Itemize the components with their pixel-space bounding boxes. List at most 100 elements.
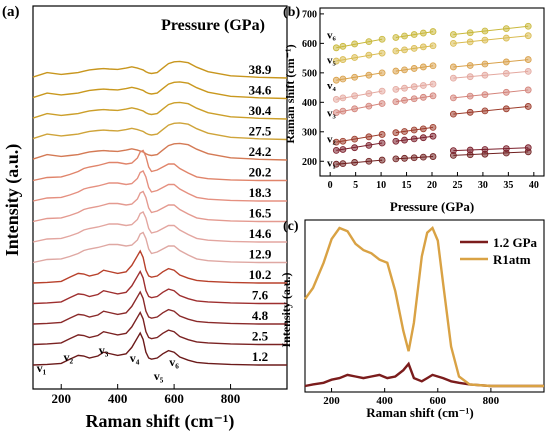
data-point [351,144,359,152]
pressure-label: 30.4 [249,103,272,118]
data-point [392,137,400,145]
spectrum-line [32,249,287,284]
panel-c-frame [304,219,545,393]
data-point [378,100,386,107]
data-point [339,107,347,115]
data-point [365,133,373,141]
data-point [378,35,386,43]
peak-label: v₄ [130,351,140,365]
fit-line [453,89,529,99]
mode-label: v₃ [327,108,337,120]
data-point [429,28,437,35]
peak-label: v₂ [63,350,73,364]
data-point [339,42,347,50]
panel-a: (a) Pressure (GPa) 38.9 34.6 30.4 27.5 24.2 2… [2,4,288,432]
data-point [392,47,400,55]
panel-b: (b) 0 5 10 15 20 25 30 35 40 200 300 400 500 600 700 v… [283,5,545,214]
data-point [419,153,427,161]
data-point [392,98,400,106]
data-point [449,74,457,82]
data-point [410,135,418,143]
data-point [378,69,386,77]
data-point [419,82,427,89]
data-point [365,51,373,59]
data-point [524,67,532,75]
data-point [449,110,457,118]
y-tick-label: 300 [302,127,317,138]
data-point [481,91,489,99]
pressure-label: 27.5 [249,124,272,139]
panel-a-frame [32,5,288,390]
data-point [332,57,340,65]
data-point [351,54,359,61]
data-point [419,43,427,51]
peak-label: v₆ [169,355,179,369]
mode-label: v₅ [327,55,337,67]
data-point [429,123,437,131]
panel-c-legend: 1.2 GPa R1atm [460,235,538,267]
pressure-label: 34.6 [249,83,272,98]
spectrum-line [32,331,287,366]
panel-a-label: (a) [2,4,20,20]
pressure-label: 20.2 [249,165,272,180]
x-tick-label: 0 [328,180,333,191]
data-point [332,138,340,146]
data-point [365,90,373,97]
data-point [502,70,510,77]
data-point [419,93,427,101]
x-tick-label: 5 [353,180,358,191]
fit-line [453,147,529,152]
data-point [401,66,408,74]
data-point [401,32,408,40]
legend-label: 1.2 GPa [493,235,538,250]
data-point [419,134,427,142]
data-point [410,83,418,91]
y-tick-label: 500 [302,68,317,79]
mode-label: v₆ [327,30,337,42]
peak-label: v₅ [154,369,164,383]
data-point [378,49,386,57]
y-tick-label: 700 [302,9,317,20]
fit-line [453,35,529,44]
data-point [481,71,489,79]
data-point [429,153,437,160]
data-point [351,135,359,143]
data-point [392,67,400,75]
data-point [339,75,347,83]
mode-label: v₂ [327,133,337,145]
data-point [351,105,359,113]
x-tick-label: 600 [430,395,447,407]
y-tick-label: 600 [302,39,317,50]
pressure-label: 14.6 [249,226,272,241]
panel-a-curves [32,60,288,366]
pressure-label: 24.2 [249,144,272,159]
spectrum-line [32,231,287,264]
data-point [449,63,457,71]
data-point [332,109,340,117]
data-point [339,146,347,153]
data-point [332,95,340,103]
mode-label: v₁ [327,158,336,170]
spectrum-line [32,310,287,346]
data-point [351,40,359,48]
data-point [332,76,340,84]
data-point [502,145,510,152]
data-point [410,126,418,134]
spectrum-line [32,211,287,243]
x-tick-label: 800 [483,395,500,407]
x-tick-label: 15 [402,180,412,191]
panel-c: (c) 200 400 600 800 1.2 GPa R1atm Intensity … [279,219,545,420]
data-point [429,42,437,50]
panel-c-x-ticks: 200 400 600 800 [323,388,500,407]
data-point [481,146,489,153]
spectrum-line [32,290,287,325]
data-point [378,139,386,147]
spectrum-line [32,122,288,141]
panel-c-series [304,225,544,388]
data-point [466,108,474,116]
data-point [466,29,474,37]
data-point [524,144,532,152]
data-point [392,85,400,93]
data-point [339,56,347,63]
data-point [332,146,340,154]
